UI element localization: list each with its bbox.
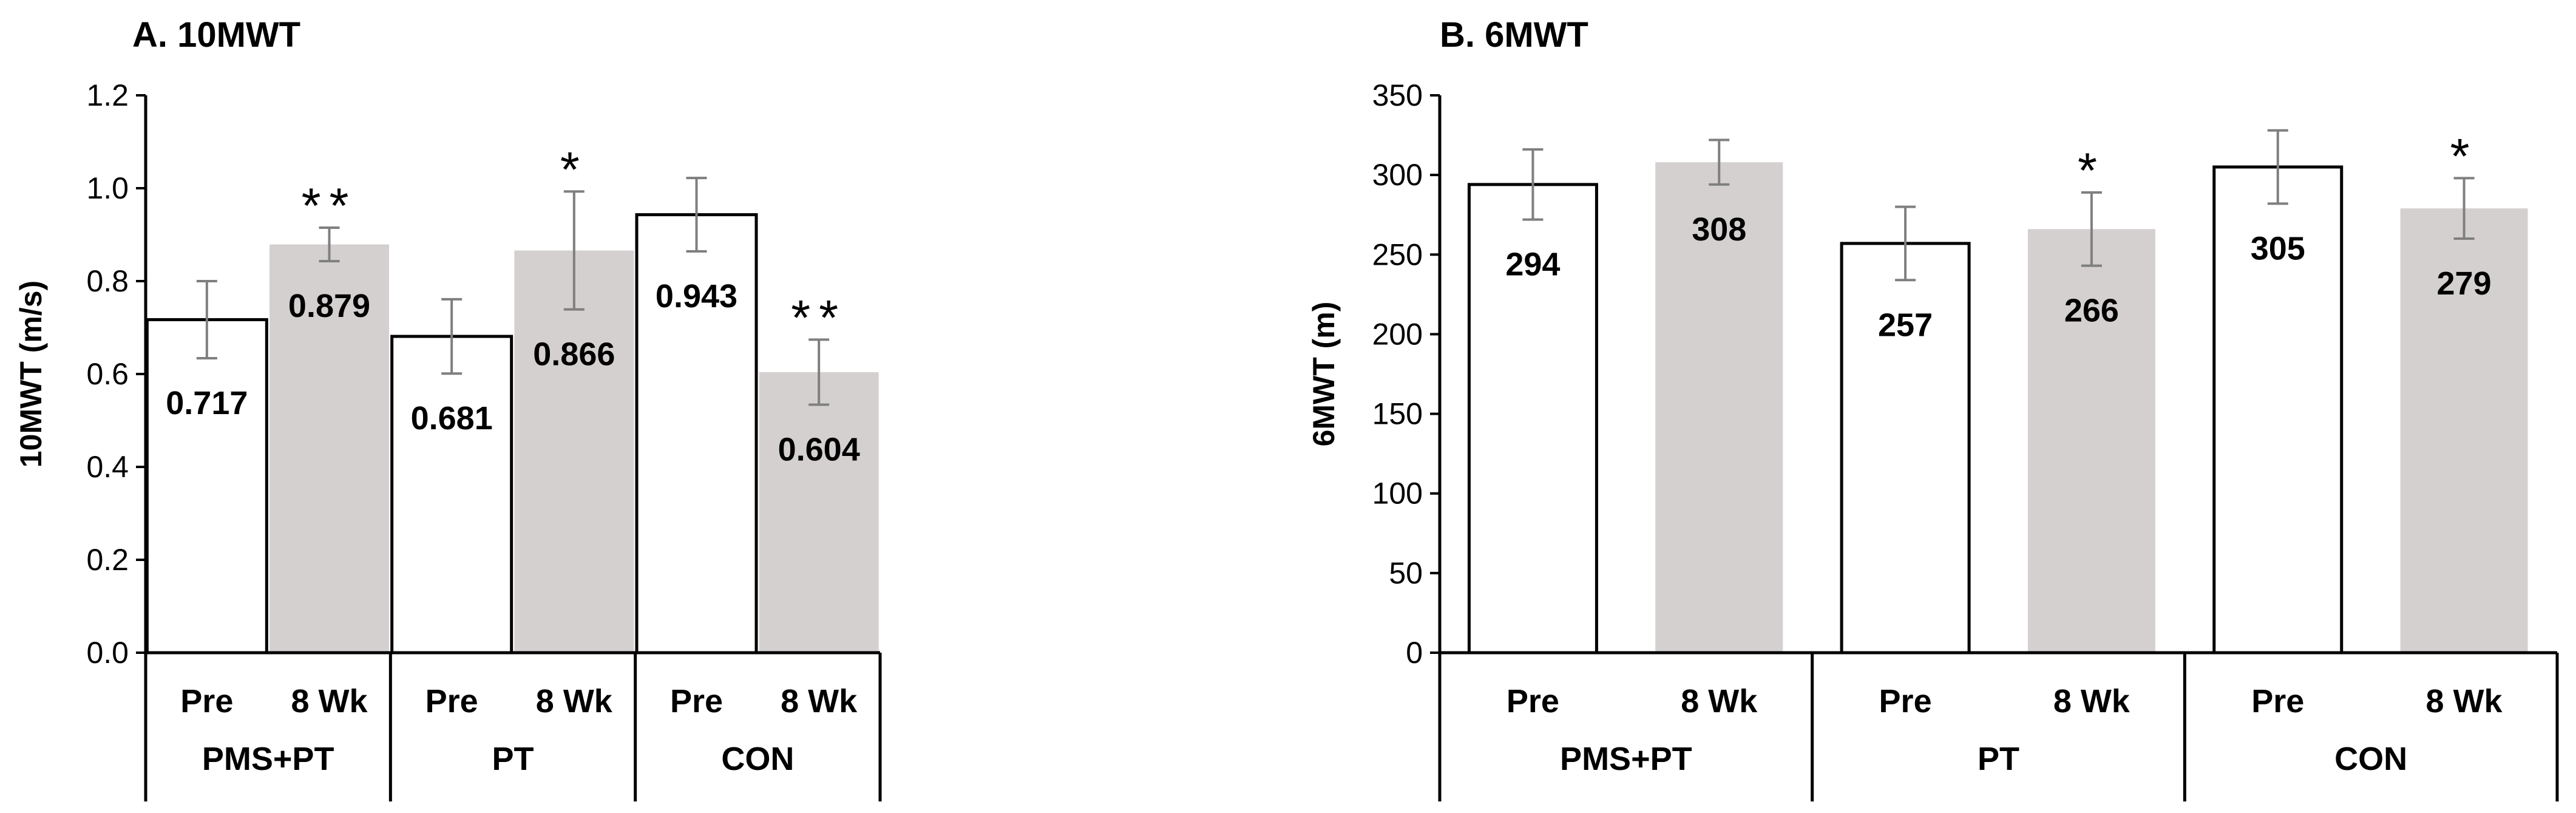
data-label: 279	[2437, 265, 2492, 302]
bar-con-8wk	[759, 372, 879, 653]
x-category-label: 8 Wk	[1681, 683, 1758, 719]
y-tick-label: 150	[1372, 397, 1423, 431]
x-group-label: CON	[2334, 741, 2407, 777]
y-axis-title: 10MWT (m/s)	[14, 281, 48, 468]
bar-con-8wk	[2400, 208, 2528, 653]
x-group-label: PT	[1978, 741, 2019, 777]
x-category-label: 8 Wk	[781, 683, 858, 719]
bar-pms-pt-8wk	[269, 244, 389, 653]
x-group-label: PMS+PT	[1560, 741, 1692, 777]
y-axis-title: 6MWT (m)	[1307, 302, 1341, 447]
panel-title: A. 10MWT	[132, 15, 300, 55]
x-category-label: Pre	[425, 683, 478, 719]
bar-pt-8wk	[514, 250, 634, 653]
data-label: 308	[1692, 211, 1746, 248]
data-label: 0.866	[533, 336, 615, 373]
y-tick-label: 0.0	[86, 636, 129, 670]
data-label: 305	[2251, 230, 2305, 267]
y-tick-label: 300	[1372, 158, 1423, 192]
x-category-label: Pre	[180, 683, 233, 719]
y-tick-label: 0	[1406, 636, 1423, 670]
y-tick-label: 1.0	[86, 171, 129, 205]
data-label: 257	[1878, 307, 1933, 343]
significance-marker: *	[2450, 129, 2478, 184]
y-tick-label: 0.2	[86, 543, 129, 577]
x-category-label: Pre	[1507, 683, 1559, 719]
y-tick-label: 350	[1372, 78, 1423, 112]
bar-con-pre	[2212, 165, 2344, 655]
data-label: 294	[1505, 247, 1560, 283]
bar-pms-pt-pre	[145, 318, 268, 655]
data-label: 0.879	[288, 288, 370, 324]
y-tick-label: 1.2	[86, 78, 129, 112]
x-category-label: 8 Wk	[291, 683, 368, 719]
x-group-label: PT	[492, 741, 534, 777]
y-tick-label: 0.8	[86, 264, 129, 298]
significance-marker: **	[791, 290, 847, 345]
x-group-label: CON	[721, 741, 794, 777]
significance-marker: *	[2078, 143, 2106, 199]
bar-pt-pre	[1840, 242, 1971, 655]
x-category-label: 8 Wk	[2053, 683, 2130, 719]
x-category-label: Pre	[2251, 683, 2304, 719]
bar-pt-pre	[390, 335, 514, 655]
y-tick-label: 200	[1372, 317, 1423, 351]
bar-pms-pt-8wk	[1655, 162, 1783, 653]
y-tick-label: 50	[1389, 556, 1423, 590]
x-category-label: 8 Wk	[536, 683, 613, 719]
y-tick-label: 0.4	[86, 450, 129, 484]
data-label: 0.943	[656, 278, 737, 315]
significance-marker: *	[560, 142, 588, 197]
panel-6mwt: B. 6MWT 6MWT (m) 0 50 100 150 200 250 300 350 294 P…	[1307, 15, 2559, 801]
y-tick-label: 250	[1372, 237, 1423, 271]
data-label: 0.717	[166, 385, 248, 421]
panel-title: B. 6MWT	[1440, 15, 1588, 55]
x-category-label: 8 Wk	[2426, 683, 2503, 719]
y-tick-label: 0.6	[86, 357, 129, 391]
significance-marker: **	[302, 179, 358, 234]
data-label: 0.604	[778, 431, 860, 468]
y-tick-label: 100	[1372, 477, 1423, 511]
x-category-label: Pre	[670, 683, 723, 719]
x-category-label: Pre	[1879, 683, 1932, 719]
bar-pms-pt-pre	[1467, 183, 1598, 655]
data-label: 266	[2064, 293, 2119, 329]
bar-pt-8wk	[2027, 229, 2155, 653]
x-group-label: PMS+PT	[202, 741, 334, 777]
data-label: 0.681	[411, 400, 493, 437]
panel-10mwt: A. 10MWT 10MWT (m/s) 0.0 0.2 0.4 0.6 0.8 1.0 1.2…	[14, 15, 882, 801]
